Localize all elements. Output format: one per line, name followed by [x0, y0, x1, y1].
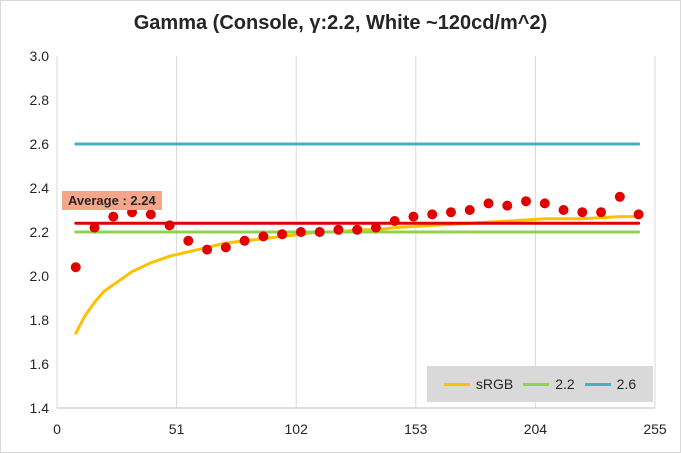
data-point — [614, 191, 625, 202]
average-annotation: Average : 2.24 — [62, 191, 162, 210]
data-point — [108, 211, 119, 222]
legend-swatch-srgb — [443, 382, 470, 386]
legend-swatch-2-6 — [584, 382, 611, 386]
x-tick-label: 51 — [169, 421, 185, 437]
data-point — [502, 200, 513, 211]
data-point — [539, 198, 550, 209]
x-tick-label: 0 — [53, 421, 61, 437]
data-point — [521, 196, 532, 207]
chart-title: Gamma (Console, γ:2.2, White ~120cd/m^2) — [133, 12, 548, 34]
x-tick-label: 102 — [285, 421, 309, 437]
data-point — [220, 242, 231, 253]
y-tick-label: 1.4 — [30, 400, 50, 416]
legend-swatch-2-2 — [523, 382, 550, 386]
data-point — [483, 198, 494, 209]
legend-item-2-2: 2.2 — [523, 376, 575, 392]
data-point — [445, 207, 456, 218]
legend: sRGB 2.2 2.6 — [427, 366, 653, 402]
data-point — [295, 227, 306, 237]
legend-item-2-6: 2.6 — [584, 376, 637, 392]
data-point — [577, 207, 588, 218]
data-point — [164, 220, 175, 231]
y-tick-label: 2.0 — [30, 268, 50, 284]
data-point — [633, 209, 644, 220]
data-point — [89, 222, 100, 233]
data-point — [370, 222, 381, 233]
y-tick-label: 2.2 — [30, 224, 50, 240]
data-point — [596, 207, 607, 218]
data-point — [352, 224, 363, 235]
data-point — [258, 231, 269, 242]
legend-label-srgb: sRGB — [475, 376, 514, 392]
legend-label-2-6: 2.6 — [616, 376, 637, 392]
data-point — [202, 244, 213, 255]
data-point — [389, 216, 400, 226]
x-tick-label: 153 — [404, 421, 428, 437]
y-tick-label: 1.8 — [30, 312, 50, 328]
data-point — [239, 235, 250, 246]
y-tick-label: 2.6 — [30, 136, 50, 152]
legend-label-2-2: 2.2 — [555, 376, 575, 392]
data-point — [314, 227, 325, 237]
data-point — [70, 262, 81, 273]
data-point — [183, 235, 194, 246]
data-point — [464, 205, 475, 215]
y-tick-label: 3.0 — [30, 48, 50, 64]
y-tick-label: 2.4 — [30, 180, 50, 196]
x-tick-label: 204 — [524, 421, 548, 437]
data-point — [277, 229, 288, 240]
data-point — [145, 209, 156, 220]
y-tick-label: 1.6 — [30, 356, 50, 372]
legend-item-srgb: sRGB — [443, 376, 514, 392]
data-point — [427, 209, 438, 220]
data-point — [558, 205, 569, 215]
data-point — [333, 224, 344, 235]
data-point — [408, 211, 419, 222]
x-tick-label: 255 — [643, 421, 667, 437]
y-tick-label: 2.8 — [30, 92, 50, 108]
